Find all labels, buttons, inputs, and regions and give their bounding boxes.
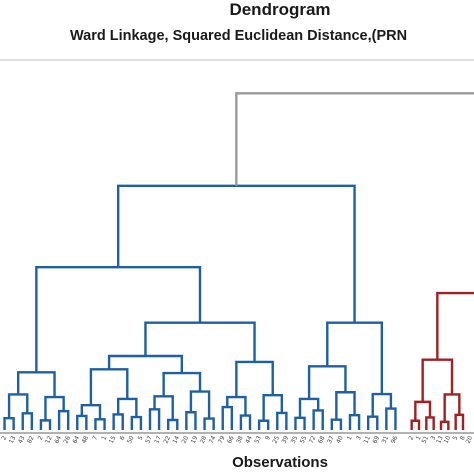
blue-cluster-link <box>348 414 361 430</box>
observation-tick-label: 69 <box>372 435 382 445</box>
observation-tick-label: 5 <box>137 435 145 442</box>
root-link <box>235 92 474 186</box>
blue-cluster-link <box>307 365 347 399</box>
observation-tick-label: 11 <box>362 435 372 445</box>
chart-subtitle: Ward Linkage, Squared Euclidean Distance… <box>70 28 408 44</box>
observation-tick-label: 35 <box>290 435 300 445</box>
blue-cluster-link <box>330 418 343 430</box>
observation-tick-label: 68 <box>317 435 327 445</box>
blue-cluster-link <box>366 415 379 430</box>
observation-tick-label: 15 <box>108 435 118 445</box>
observation-tick-label: 55 <box>299 435 309 445</box>
observation-tick-label: 53 <box>253 435 263 445</box>
observation-tick-label: 26 <box>62 435 72 445</box>
blue-cluster-link <box>221 405 234 430</box>
observation-tick-label: 2 <box>0 435 8 442</box>
observation-tick-label: 3 <box>430 435 438 442</box>
observation-tick-label: 50 <box>126 435 136 445</box>
blue-cluster-link <box>276 411 288 430</box>
observation-tick-label: 3 <box>355 435 363 442</box>
observation-tick-label: 66 <box>226 435 236 445</box>
blue-cluster-link <box>203 417 215 430</box>
blue-cluster-link <box>116 184 356 323</box>
observation-tick-label: 28 <box>199 435 209 445</box>
blue-cluster-link <box>294 416 306 430</box>
blue-cluster-link <box>326 321 384 395</box>
blue-cluster-link <box>298 397 320 418</box>
blue-cluster-link <box>94 418 106 430</box>
blue-cluster-link <box>80 404 102 420</box>
observation-tick-label: 2 <box>408 435 416 442</box>
observation-tick-label: 1 <box>100 435 108 442</box>
blue-cluster-link <box>112 413 124 430</box>
observation-tick-label: 12 <box>44 435 54 445</box>
x-axis-label: Observations <box>232 454 328 471</box>
observation-tick-label: 37 <box>326 435 336 445</box>
blue-cluster-link <box>21 412 34 430</box>
observation-tick-label: 39 <box>281 435 291 445</box>
red-cluster-link <box>439 420 450 430</box>
blue-cluster-link <box>76 414 88 430</box>
observation-tick-label: 6 <box>119 435 127 442</box>
observation-tick-label: 64 <box>72 435 82 445</box>
blue-cluster-link <box>130 415 143 430</box>
observation-tick-label: 17 <box>153 435 163 445</box>
blue-cluster-link <box>189 390 211 419</box>
observation-tick-label: 10 <box>443 435 453 445</box>
blue-cluster-link <box>166 418 179 430</box>
observation-tick-label: 2 <box>37 435 45 442</box>
observation-tick-label: 82 <box>26 435 36 445</box>
observation-tick-label: 48 <box>81 435 91 445</box>
observation-tick-label: 7 <box>91 435 99 442</box>
blue-cluster-link <box>235 360 274 398</box>
blue-cluster-link <box>39 419 52 430</box>
observation-tick-label: 79 <box>217 435 227 445</box>
observation-tick-label: 57 <box>144 435 154 445</box>
observation-tick-label: 19 <box>190 435 200 445</box>
observation-tick-label: 96 <box>390 435 400 445</box>
observation-tick-label: 13 <box>435 435 445 445</box>
blue-cluster-link <box>185 411 197 430</box>
observation-tick-label: 64 <box>53 435 63 445</box>
observation-tick-label: 20 <box>181 435 191 445</box>
red-cluster-link <box>425 416 435 430</box>
observation-tick-label: 1 <box>415 435 423 442</box>
blue-cluster-link <box>312 409 324 430</box>
observation-tick-label: 22 <box>162 435 172 445</box>
blue-cluster-link <box>257 419 270 430</box>
observation-tick-label: 8 <box>459 435 467 442</box>
observation-tick-label: 44 <box>244 435 254 445</box>
blue-cluster-link <box>239 414 252 430</box>
blue-cluster-link <box>57 409 70 430</box>
observation-tick-label: 38 <box>235 435 245 445</box>
red-cluster-link <box>436 291 474 360</box>
red-cluster-link <box>443 393 461 422</box>
blue-cluster-link <box>148 408 161 430</box>
chart-title: Dendrogram <box>229 0 331 19</box>
observation-tick-label: 20 <box>465 435 474 445</box>
blue-cluster-link <box>3 416 15 430</box>
observation-tick-label: 25 <box>272 435 282 445</box>
observation-tick-label: 40 <box>335 435 345 445</box>
blue-cluster-link <box>385 407 397 430</box>
blue-cluster-link <box>371 392 393 417</box>
observation-tick-label: 1 <box>346 435 354 442</box>
red-cluster-link <box>410 419 421 430</box>
blue-cluster-link <box>7 393 29 419</box>
observation-tick-label: 5 <box>452 435 460 442</box>
blue-cluster-link <box>44 395 65 421</box>
observation-tick-label: 14 <box>172 435 182 445</box>
observation-tick-label: 9 <box>264 435 272 442</box>
observation-tick-label: 51 <box>421 435 431 445</box>
blue-cluster-link <box>262 394 284 421</box>
red-cluster-link <box>454 413 465 430</box>
observation-tick-label: 72 <box>308 435 318 445</box>
observation-tick-label: 43 <box>17 435 27 445</box>
observation-tick-label: 31 <box>381 435 391 445</box>
blue-cluster-link <box>162 371 202 397</box>
observation-tick-label: 74 <box>208 435 218 445</box>
observation-tick-label: 13 <box>8 435 18 445</box>
